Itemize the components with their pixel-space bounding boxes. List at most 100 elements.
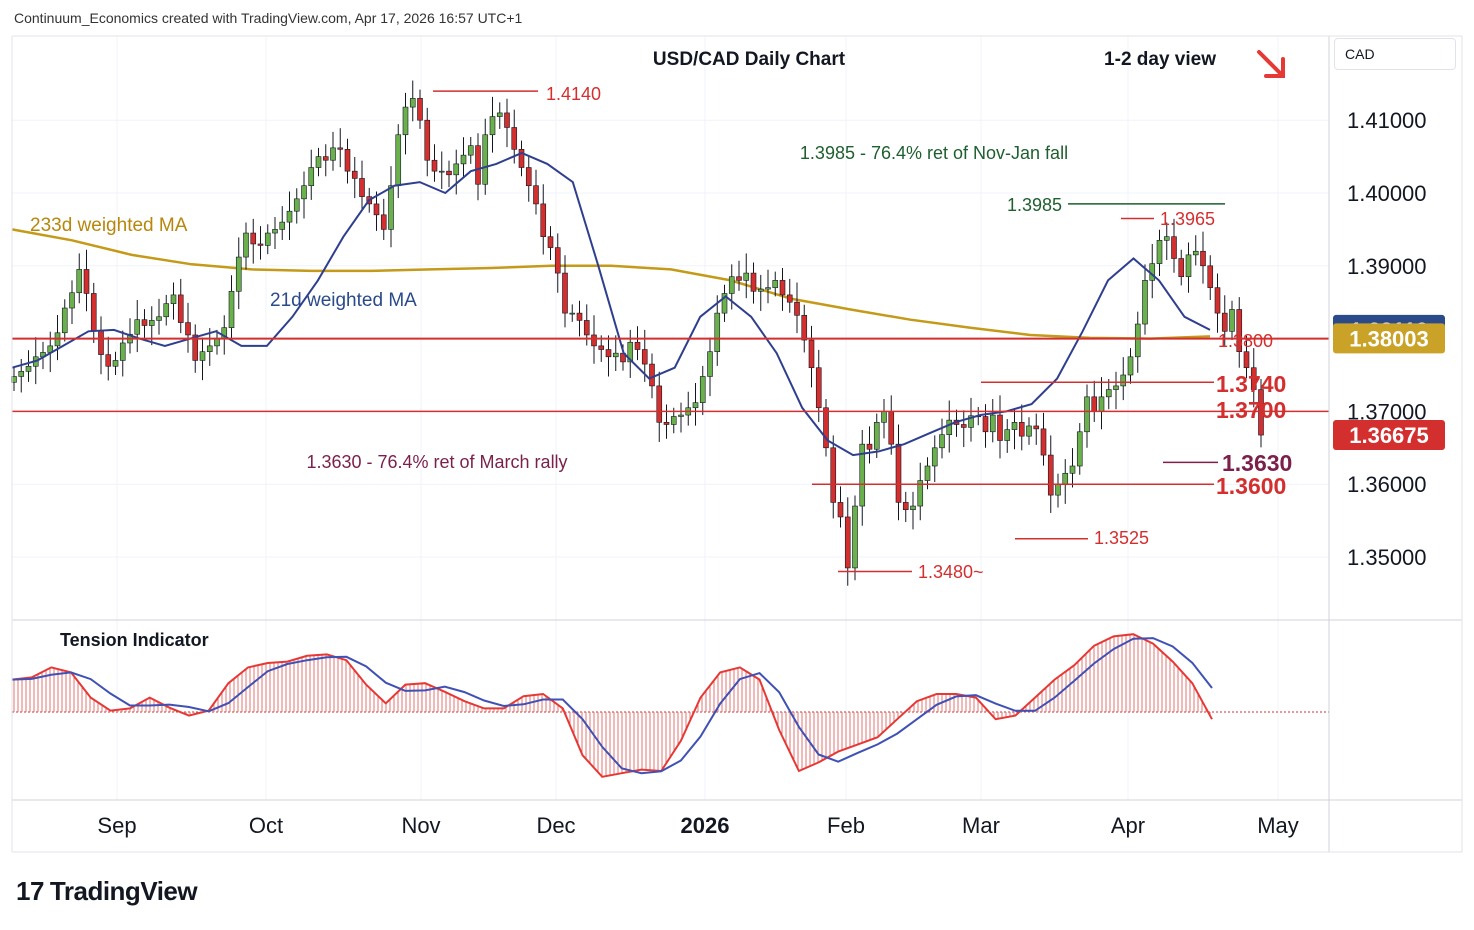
candle-up [924, 465, 931, 481]
candle-up [931, 447, 938, 467]
candle-up [627, 341, 634, 363]
candle-up [482, 134, 489, 185]
candlesticks [11, 80, 1264, 586]
ma21-line [11, 151, 1211, 457]
candle-up [873, 422, 880, 450]
candle-up [1229, 309, 1235, 332]
candle-down [888, 411, 895, 445]
candle-down [1018, 422, 1025, 437]
candle-down [98, 330, 104, 355]
price-label: 1.38003 [1333, 323, 1445, 354]
candle-down [446, 170, 452, 176]
candle-up [25, 365, 32, 372]
ma21-path [11, 151, 1211, 457]
candle-up [199, 351, 206, 361]
candle-down [1091, 396, 1098, 412]
y-tick-label: 1.41000 [1347, 108, 1427, 133]
x-tick-label: Mar [962, 813, 1000, 838]
candle-down [866, 443, 873, 450]
candle-down [105, 354, 112, 367]
candle-down [540, 203, 547, 237]
candle-up [489, 116, 496, 136]
x-tick-label: Nov [401, 813, 440, 838]
candle-up [409, 98, 416, 108]
candle-up [286, 210, 293, 223]
candle-up [707, 351, 713, 377]
chart-title: USD/CAD Daily Chart [653, 49, 846, 70]
candle-up [467, 145, 474, 156]
candle-up [881, 411, 887, 423]
ma233-path [11, 228, 1211, 340]
level-1.3740-label: 1.3740 [1216, 371, 1286, 397]
candle-up [1163, 236, 1170, 241]
x-tick-label: Dec [536, 813, 575, 838]
candle-up [119, 342, 126, 361]
y-tick-label: 1.35000 [1347, 545, 1427, 570]
candle-up [214, 338, 220, 347]
candle-up [496, 112, 503, 117]
candle-down [844, 516, 851, 569]
candle-down [185, 322, 191, 336]
candle-down [794, 301, 800, 316]
level-1.3525-label: 1.3525 [1094, 528, 1149, 548]
candle-down [598, 345, 605, 350]
candle-down [663, 422, 670, 425]
level-1.3800-label: 1.3800 [1218, 331, 1273, 351]
candle-up [917, 480, 924, 507]
candle-down [815, 367, 822, 409]
candle-up [1105, 389, 1112, 398]
price-label-bg [1333, 420, 1445, 451]
x-tick-label: Oct [249, 813, 283, 838]
arrow-head [1264, 57, 1285, 78]
candle-up [859, 443, 866, 507]
candle-down [1207, 265, 1214, 288]
x-tick-label: 2026 [681, 813, 730, 838]
axes: 1.410001.400001.390001.370001.360001.350… [11, 35, 1463, 853]
candle-down [736, 276, 742, 281]
candle-down [982, 416, 989, 433]
level-1.4140-label: 1.4140 [546, 84, 601, 104]
candle-up [264, 232, 271, 246]
candle-down [533, 185, 539, 205]
candle-up [743, 272, 750, 281]
ma233-label: 233d weighted MA [30, 215, 188, 236]
candle-down [779, 280, 786, 296]
candle-down [1221, 312, 1228, 332]
candle-up [1156, 240, 1163, 264]
candle-down [591, 334, 597, 347]
candle-down [576, 312, 583, 321]
level-1.3700-label: 1.3700 [1216, 397, 1286, 423]
ma233-line [11, 228, 1211, 340]
chart-subtitle: 1-2 day view [1104, 49, 1216, 70]
candle-up [1004, 429, 1011, 441]
candle-down [823, 407, 829, 449]
level-1.3965-label: 1.3965 [1160, 209, 1215, 229]
tradingview-logo: 17 TradingView [16, 876, 198, 906]
ma21-label: 21d weighted MA [270, 290, 417, 311]
x-tick-label: Sep [97, 813, 136, 838]
candle-down [786, 294, 793, 303]
arrow-shaft [1257, 50, 1283, 76]
candle-up [1098, 396, 1105, 412]
currency-selector[interactable]: CAD [1334, 38, 1456, 70]
candle-up [315, 156, 322, 168]
candle-up [692, 402, 699, 409]
level-1.3480-label: 1.3480~ [918, 562, 984, 582]
candle-down [257, 243, 264, 246]
candle-up [989, 414, 996, 433]
candle-up [1062, 472, 1069, 485]
candle-down [504, 112, 510, 128]
price-label: 1.36675 [1333, 420, 1445, 451]
candle-up [460, 154, 467, 165]
candle-down [1178, 258, 1185, 278]
candle-down [373, 203, 380, 216]
x-tick-label: Feb [827, 813, 865, 838]
candle-down [641, 349, 648, 365]
candle-down [337, 147, 344, 150]
candle-up [18, 371, 25, 377]
retracement-low-note: 1.3630 - 76.4% ret of March rally [306, 452, 567, 472]
candle-up [228, 290, 235, 328]
candle-down [431, 159, 438, 172]
